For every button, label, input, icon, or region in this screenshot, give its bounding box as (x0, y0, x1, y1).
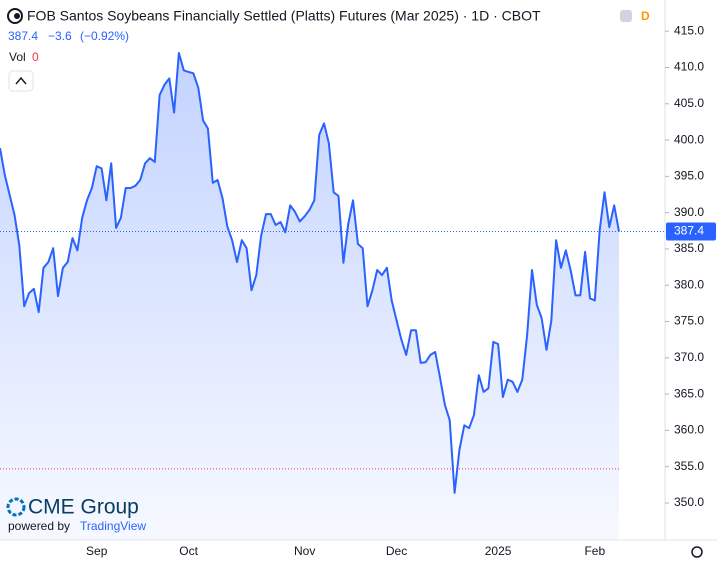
last-price-badge (666, 222, 716, 241)
x-tick-label: 2025 (485, 544, 512, 558)
y-tick-label: 395.0 (674, 169, 704, 183)
y-tick-label: 360.0 (674, 423, 704, 437)
y-tick-label: 355.0 (674, 459, 704, 473)
collapse-button[interactable] (8, 70, 34, 92)
settings-button[interactable] (691, 546, 703, 558)
x-tick-label: Dec (386, 544, 407, 558)
badge: D (641, 9, 650, 23)
y-tick-label: 375.0 (674, 314, 704, 328)
x-tick-label: Sep (86, 544, 108, 558)
symbol-icon (14, 13, 20, 19)
x-tick-label: Oct (179, 544, 198, 558)
y-tick-label: 390.0 (674, 205, 704, 219)
y-tick-label: 405.0 (674, 96, 704, 110)
last-price: 387.4 (8, 29, 38, 43)
logo: CME Group powered by TradingView (6, 496, 146, 533)
price-change-percent: (−0.92%) (80, 29, 129, 43)
y-tick-label: 380.0 (674, 277, 704, 291)
logo-icon (6, 497, 26, 517)
logo-text: CME Group (28, 496, 139, 519)
status-dot (620, 10, 632, 22)
platform: TradingView (80, 519, 146, 533)
powered-by: powered by (8, 519, 70, 533)
chart-title: FOB Santos Soybeans Financially Settled … (27, 8, 541, 24)
volume-label: Vol (9, 50, 26, 64)
plot-area (0, 52, 665, 540)
y-tick-label: 365.0 (674, 386, 704, 400)
y-tick-label: 350.0 (674, 495, 704, 509)
x-tick-label: Feb (584, 544, 605, 558)
y-tick-label: 415.0 (674, 23, 704, 37)
last-price-badge-label: 387.4 (674, 224, 704, 238)
collapse-icon (15, 76, 27, 85)
x-tick-label: Nov (294, 544, 315, 558)
area-fill (0, 53, 619, 540)
y-tick-label: 400.0 (674, 132, 704, 146)
symbol-icon[interactable] (7, 8, 23, 24)
y-tick-label: 385.0 (674, 241, 704, 255)
y-tick-label: 370.0 (674, 350, 704, 364)
price-change: −3.6 (48, 29, 72, 43)
volume-value: 0 (32, 50, 39, 64)
y-tick-label: 410.0 (674, 60, 704, 74)
price-line (0, 52, 620, 494)
